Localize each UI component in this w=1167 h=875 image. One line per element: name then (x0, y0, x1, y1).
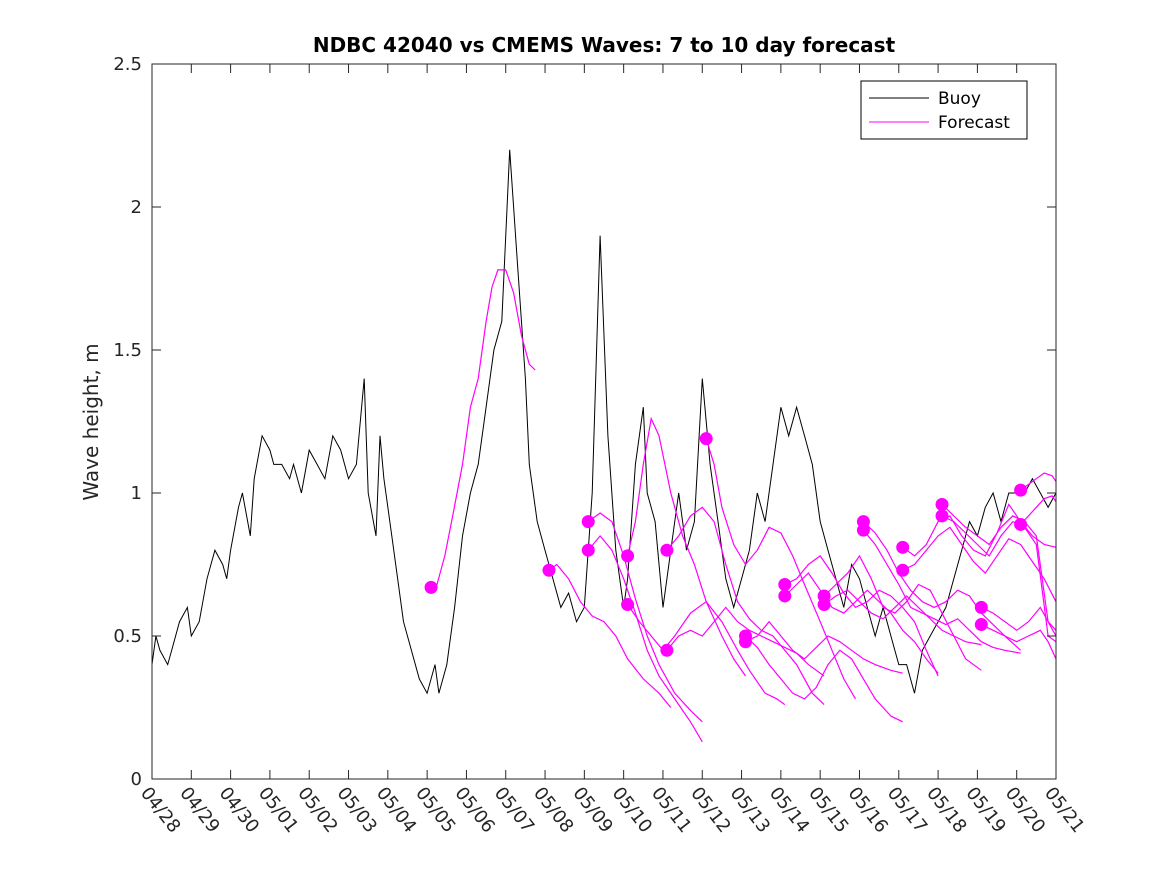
series-forecast-line (587, 534, 703, 743)
series-forecast-start-marker (935, 509, 949, 523)
y-axis-label: Wave height, m (79, 343, 103, 500)
y-axis: 0 0.5 1 1.5 2 2.5 (113, 54, 1056, 790)
series-forecast-start-marker (1014, 517, 1028, 531)
series-forecast-line (548, 563, 672, 708)
series-forecast-start-marker (974, 618, 988, 632)
series-buoy-line (151, 149, 1057, 695)
series-forecast-line (745, 620, 903, 674)
series-forecast-line (587, 512, 703, 723)
series-forecast-start-marker (699, 432, 713, 446)
y-tick-label: 2.5 (113, 54, 142, 75)
axes-frame (151, 63, 1057, 780)
series-forecast-start-marker (896, 563, 910, 577)
series-forecast-line (981, 606, 1057, 637)
series-forecast-start-marker (581, 543, 595, 557)
series-forecast-start-marker (778, 589, 792, 603)
legend-label-forecast: Forecast (938, 113, 1010, 133)
series-forecast-start-marker (660, 543, 674, 557)
series-forecast-line (1020, 495, 1057, 525)
series-forecast-line (705, 438, 857, 700)
series-forecast-start-marker (424, 580, 438, 594)
legend: Buoy Forecast (860, 80, 1028, 140)
series-forecast-start-marker (581, 515, 595, 529)
legend-box (860, 80, 1028, 140)
series-forecast-start-marker (621, 549, 635, 563)
series-forecast-start-marker (1014, 483, 1028, 497)
series-forecast-line (823, 589, 982, 646)
series-forecast-start-marker (896, 540, 910, 554)
series-forecast-line (981, 624, 1057, 660)
series-forecast-line (823, 554, 982, 671)
series-forecast-start-marker (817, 598, 831, 612)
series-forecast-line (430, 269, 536, 588)
chart-title: NDBC 42040 vs CMEMS Waves: 7 to 10 day f… (313, 33, 896, 57)
y-tick-label: 1 (131, 483, 142, 504)
series-forecast-start-marker (738, 635, 752, 649)
series-forecast-line (666, 506, 825, 706)
series-forecast-line (784, 555, 939, 677)
plot-area (151, 149, 1057, 743)
series-forecast-line (902, 503, 1057, 557)
series-forecast-start-marker (660, 643, 674, 657)
series-forecast-line (902, 526, 1057, 602)
series-forecast-start-marker (778, 578, 792, 592)
series-forecast-line (784, 572, 939, 674)
series-forecast-start-marker (542, 563, 556, 577)
y-tick-label: 1.5 (113, 340, 142, 361)
series-forecast-line (745, 635, 903, 723)
series-forecast-line (862, 529, 1021, 654)
y-tick-label: 0.5 (113, 626, 142, 647)
series-forecast-start-marker (935, 497, 949, 511)
series-forecast-line (627, 600, 786, 706)
y-tick-label: 0 (131, 769, 142, 790)
series-forecast-start-marker (621, 598, 635, 612)
series-forecast-start-marker (856, 523, 870, 537)
series-forecast-line (941, 503, 1057, 631)
series-forecast-line (627, 416, 746, 677)
series-forecast-line (1020, 472, 1057, 491)
legend-label-buoy: Buoy (938, 89, 981, 109)
series-forecast-line (862, 521, 1022, 651)
series-forecast-start-marker (974, 600, 988, 614)
y-tick-label: 2 (131, 197, 142, 218)
series-forecast-line (941, 515, 1057, 643)
